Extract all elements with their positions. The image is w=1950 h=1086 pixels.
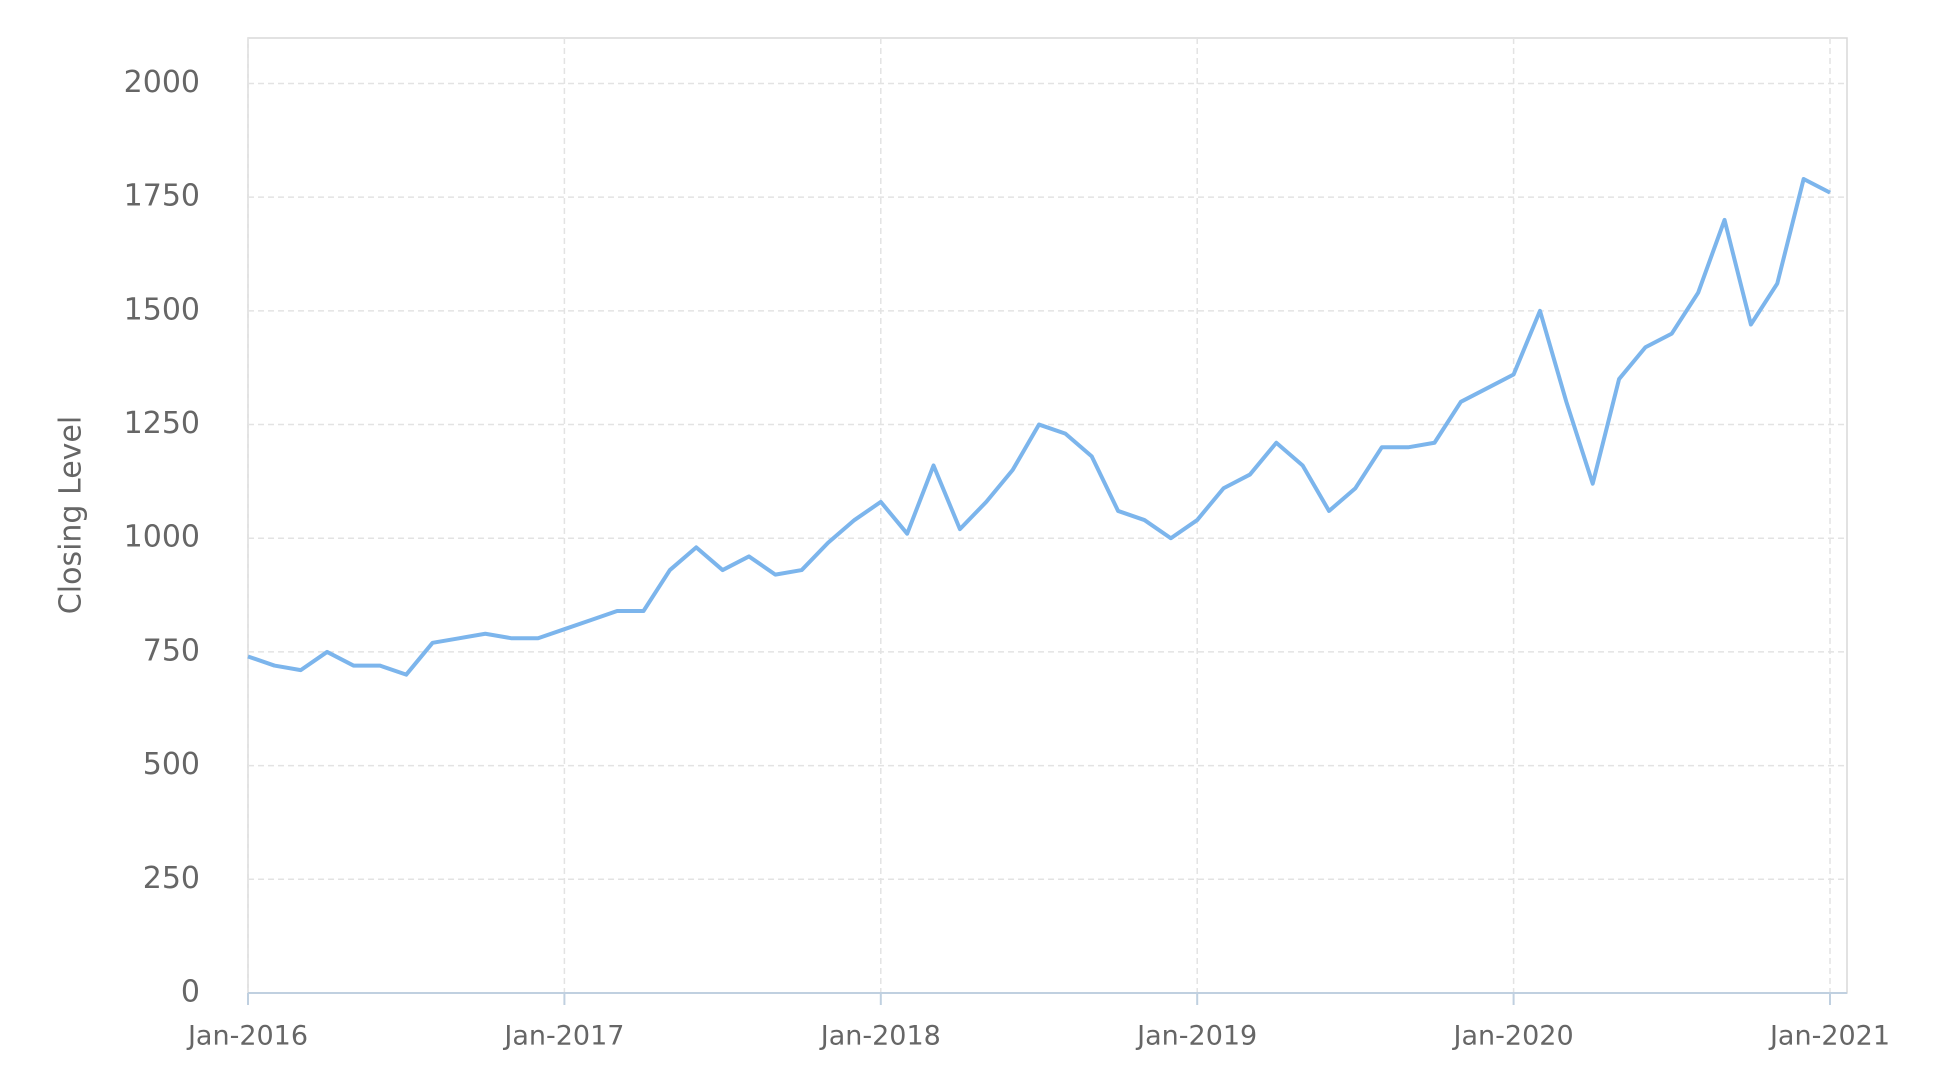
y-tick-label: 250: [143, 861, 200, 896]
y-tick-label: 500: [143, 747, 200, 782]
x-tick-label: Jan-2016: [186, 1021, 308, 1052]
plot-frame: [247, 37, 1848, 994]
y-tick-label: 1500: [124, 292, 200, 327]
x-tick-label: Jan-2020: [1452, 1021, 1574, 1052]
x-tick-label: Jan-2021: [1768, 1021, 1890, 1052]
y-tick-label: 1000: [124, 520, 200, 555]
y-tick-label: 0: [181, 975, 200, 1010]
x-tick-label: Jan-2017: [502, 1021, 624, 1052]
data-line: [247, 176, 1831, 677]
y-tick-label: 750: [143, 633, 200, 668]
y-tick-label: 1250: [124, 406, 200, 441]
y-axis-label: Closing Level: [54, 416, 89, 614]
x-tick-label: Jan-2019: [1135, 1021, 1257, 1052]
x-tick-label: Jan-2018: [819, 1021, 941, 1052]
y-tick-label: 2000: [124, 65, 200, 100]
y-tick-label: 1750: [124, 179, 200, 214]
